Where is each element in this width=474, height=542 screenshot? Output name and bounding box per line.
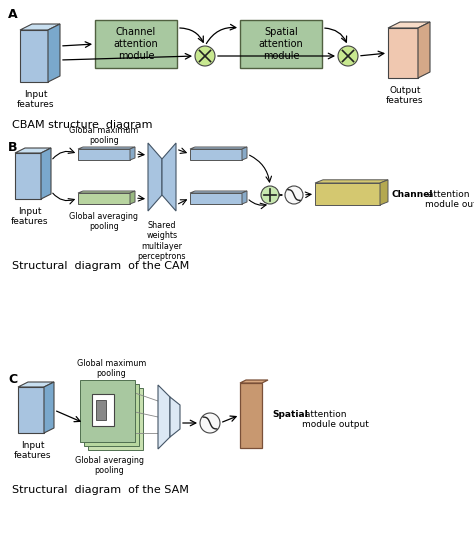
Polygon shape bbox=[190, 193, 242, 204]
Polygon shape bbox=[48, 24, 60, 82]
Polygon shape bbox=[170, 397, 180, 437]
Text: CBAM structure  diagram: CBAM structure diagram bbox=[12, 120, 153, 130]
Text: Global maximum
pooling: Global maximum pooling bbox=[77, 359, 146, 378]
FancyBboxPatch shape bbox=[95, 20, 177, 68]
Polygon shape bbox=[15, 148, 51, 153]
Text: Structural  diagram  of the CAM: Structural diagram of the CAM bbox=[12, 261, 189, 271]
Text: C: C bbox=[8, 373, 17, 386]
Text: B: B bbox=[8, 141, 18, 154]
Polygon shape bbox=[190, 147, 247, 149]
FancyBboxPatch shape bbox=[96, 400, 106, 420]
Polygon shape bbox=[242, 191, 247, 204]
Polygon shape bbox=[130, 191, 135, 204]
Text: Input
features: Input features bbox=[11, 207, 49, 227]
Polygon shape bbox=[84, 384, 139, 446]
Text: Spatial
attention
module: Spatial attention module bbox=[259, 28, 303, 61]
Text: attention
module output: attention module output bbox=[425, 190, 474, 209]
Polygon shape bbox=[20, 30, 48, 82]
FancyBboxPatch shape bbox=[92, 394, 114, 426]
Polygon shape bbox=[130, 147, 135, 160]
FancyBboxPatch shape bbox=[240, 20, 322, 68]
Polygon shape bbox=[18, 387, 44, 433]
Text: Global averaging
pooling: Global averaging pooling bbox=[70, 212, 138, 231]
Polygon shape bbox=[78, 147, 135, 149]
Circle shape bbox=[195, 46, 215, 66]
Polygon shape bbox=[190, 191, 247, 193]
Polygon shape bbox=[44, 382, 54, 433]
Polygon shape bbox=[418, 22, 430, 78]
Polygon shape bbox=[388, 22, 430, 28]
Polygon shape bbox=[158, 385, 170, 449]
Polygon shape bbox=[18, 382, 54, 387]
Polygon shape bbox=[240, 383, 262, 448]
Text: Channel: Channel bbox=[392, 190, 434, 199]
Polygon shape bbox=[388, 28, 418, 78]
Polygon shape bbox=[315, 183, 380, 205]
Polygon shape bbox=[78, 149, 130, 160]
Text: attention
module output: attention module output bbox=[302, 410, 369, 429]
Circle shape bbox=[338, 46, 358, 66]
Circle shape bbox=[200, 413, 220, 433]
Text: Channel
attention
module: Channel attention module bbox=[114, 28, 158, 61]
Circle shape bbox=[285, 186, 303, 204]
Polygon shape bbox=[148, 143, 162, 211]
Polygon shape bbox=[242, 147, 247, 160]
Polygon shape bbox=[315, 180, 388, 183]
Polygon shape bbox=[78, 191, 135, 193]
Text: Global maximum
pooling: Global maximum pooling bbox=[69, 126, 139, 145]
Text: Output
features: Output features bbox=[386, 86, 424, 105]
Text: Global averaging
pooling: Global averaging pooling bbox=[75, 456, 144, 475]
Polygon shape bbox=[41, 148, 51, 199]
Polygon shape bbox=[80, 380, 135, 442]
Text: Structural  diagram  of the SAM: Structural diagram of the SAM bbox=[12, 485, 189, 495]
Polygon shape bbox=[240, 380, 268, 383]
Polygon shape bbox=[190, 149, 242, 160]
Polygon shape bbox=[20, 24, 60, 30]
Polygon shape bbox=[15, 153, 41, 199]
Text: Shared
weights
multilayer
perceptrons: Shared weights multilayer perceptrons bbox=[138, 221, 186, 261]
Text: Input
features: Input features bbox=[17, 90, 55, 109]
Text: A: A bbox=[8, 8, 18, 21]
Text: Input
features: Input features bbox=[14, 441, 52, 460]
Polygon shape bbox=[162, 143, 176, 211]
Polygon shape bbox=[78, 193, 130, 204]
Polygon shape bbox=[88, 388, 143, 450]
Circle shape bbox=[261, 186, 279, 204]
Text: Spatial: Spatial bbox=[272, 410, 308, 419]
Polygon shape bbox=[380, 180, 388, 205]
